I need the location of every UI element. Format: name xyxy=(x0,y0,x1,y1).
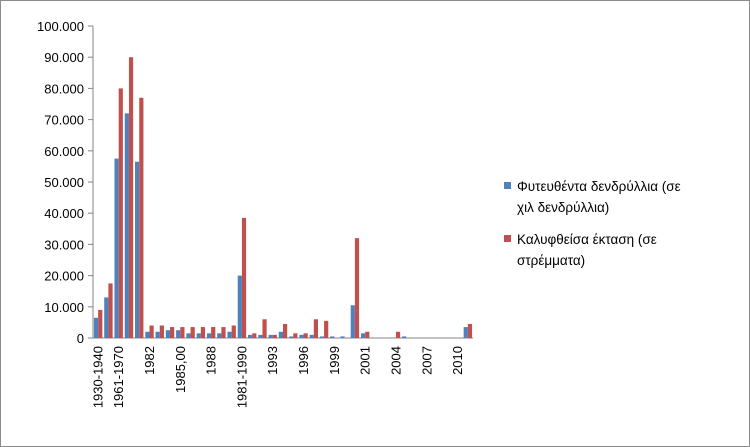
bar-seedlings xyxy=(402,336,407,338)
bar-seedlings xyxy=(247,334,253,338)
bar-seedlings xyxy=(155,331,160,338)
bar-area xyxy=(128,57,134,338)
bar-seedlings xyxy=(237,275,242,338)
bar-seedlings xyxy=(268,334,273,338)
bar-seedlings xyxy=(217,333,222,338)
legend-label: Φυτευθέντα δενδρύλλια (σε χιλ δενδρύλλια) xyxy=(517,179,681,215)
bar-area xyxy=(293,333,298,338)
bar-seedlings xyxy=(299,334,304,338)
bar-area xyxy=(324,320,329,338)
bar-area xyxy=(211,327,216,338)
bar-area xyxy=(221,327,226,338)
bar-area xyxy=(395,331,401,338)
bar-seedlings xyxy=(289,336,294,338)
bar-area xyxy=(262,319,267,338)
bar-seedlings xyxy=(206,333,212,338)
y-tick-label: 40.000 xyxy=(44,206,84,221)
x-tick-label: 1982 xyxy=(142,346,157,375)
bar-area xyxy=(159,325,164,338)
bar-area xyxy=(365,331,370,338)
bar-seedlings xyxy=(104,297,109,338)
y-tick-label: 90.000 xyxy=(44,50,84,65)
y-tick-label: 20.000 xyxy=(44,269,84,284)
x-tick-label: 2007 xyxy=(419,346,434,375)
y-tick-label: 30.000 xyxy=(44,237,84,252)
bar-area xyxy=(231,325,236,338)
bar-seedlings xyxy=(330,336,335,338)
bar-seedlings xyxy=(463,327,468,338)
bar-seedlings xyxy=(309,334,314,338)
y-tick-label: 80.000 xyxy=(44,81,84,96)
bar-seedlings xyxy=(196,333,201,338)
x-tick-label: 1996 xyxy=(296,346,311,375)
x-tick-label: 1985,00 xyxy=(173,346,188,393)
bar-seedlings xyxy=(124,113,129,338)
bar-area xyxy=(313,319,319,338)
bar-seedlings xyxy=(186,333,191,338)
bar-area xyxy=(283,323,288,338)
bar-seedlings xyxy=(350,305,355,338)
bar-area xyxy=(354,238,360,338)
bar-seedlings xyxy=(145,331,150,338)
x-tick-label: 1930-1940 xyxy=(91,346,106,408)
bar-seedlings xyxy=(258,334,263,338)
bar-area xyxy=(467,323,473,338)
bar-seedlings xyxy=(227,331,232,338)
bar-area xyxy=(303,333,308,338)
bar-area xyxy=(139,97,144,338)
bar-seedlings xyxy=(114,158,119,338)
x-tick-label: 2004 xyxy=(388,346,403,375)
bar-seedlings xyxy=(319,336,325,338)
y-tick-label: 0 xyxy=(77,331,84,346)
bar-area xyxy=(200,327,206,338)
y-tick-label: 60.000 xyxy=(44,144,84,159)
bar-area xyxy=(170,327,175,338)
bar-area xyxy=(149,325,154,338)
bar-seedlings xyxy=(340,336,345,338)
y-tick-label: 50.000 xyxy=(44,175,84,190)
y-tick-label: 70.000 xyxy=(44,113,84,128)
bar-area xyxy=(98,309,103,338)
y-tick-label: 100.000 xyxy=(37,19,84,34)
x-tick-label: 1988 xyxy=(204,346,219,375)
bar-seedlings xyxy=(93,317,99,338)
bar-seedlings xyxy=(360,333,366,338)
bar-seedlings xyxy=(135,161,140,338)
bar-area xyxy=(241,217,247,338)
y-tick-label: 10.000 xyxy=(44,300,84,315)
bar-area xyxy=(252,333,257,338)
x-tick-label: 1981-1990 xyxy=(234,346,249,408)
x-tick-label: 1999 xyxy=(327,346,342,375)
bar-seedlings xyxy=(165,330,171,338)
bar-area xyxy=(190,327,195,338)
bar-area xyxy=(272,334,277,338)
x-tick-label: 2010 xyxy=(450,346,465,375)
legend-label: Καλυφθείσα έκταση (σε στρέμματα) xyxy=(517,232,657,268)
bar-area xyxy=(108,283,113,338)
bar-area xyxy=(180,327,185,338)
x-tick-label: 1961-1970 xyxy=(111,346,126,408)
legend-swatch xyxy=(504,235,511,242)
bar-area xyxy=(118,88,123,339)
x-tick-label: 2001 xyxy=(358,346,373,375)
bar-seedlings xyxy=(278,331,283,338)
bar-seedlings xyxy=(176,330,181,338)
x-tick-label: 1993 xyxy=(265,346,280,375)
legend-swatch xyxy=(504,182,511,189)
